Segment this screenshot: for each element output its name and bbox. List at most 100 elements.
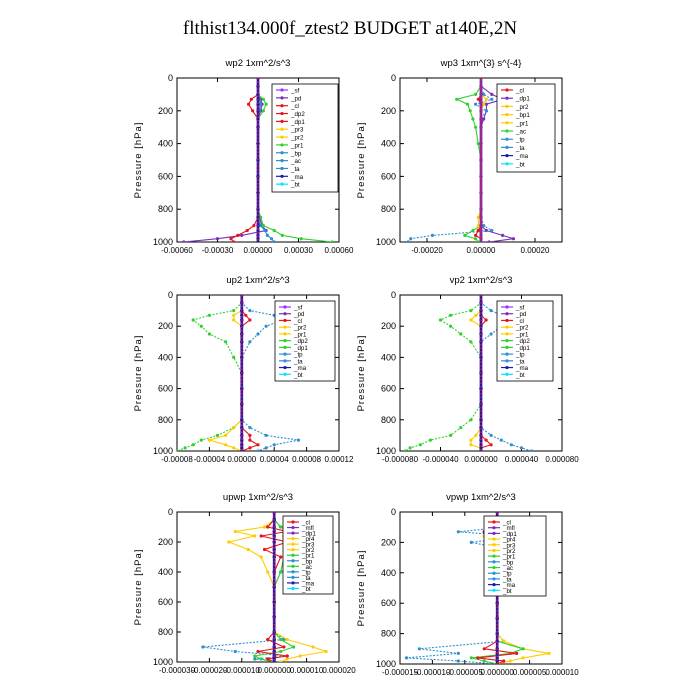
y-tick-label: 800 — [158, 204, 173, 214]
series-point-ac — [279, 570, 283, 574]
series-point-ma — [240, 313, 244, 317]
series-point-dp2 — [438, 318, 443, 322]
legend-label: _ma — [301, 580, 315, 587]
x-tick-label: 0.000010 — [290, 666, 324, 675]
legend-marker — [291, 581, 295, 585]
series-line-dp2 — [177, 295, 243, 451]
series-point-cl — [476, 656, 480, 660]
series-point-bt — [479, 240, 483, 242]
series-point-bp — [259, 224, 263, 228]
y-tick-label: 600 — [158, 171, 173, 181]
series-point-pr1 — [299, 237, 303, 241]
series-point-dp2 — [232, 309, 236, 313]
series-point-pr2 — [207, 438, 211, 442]
series-point-tp — [264, 446, 268, 450]
series-point-pr2 — [474, 313, 478, 317]
legend-label: _tp — [301, 569, 311, 576]
legend-label: _sf — [515, 305, 525, 312]
series-point-ma — [479, 438, 483, 442]
y-tick-label: 200 — [158, 321, 173, 331]
legend-label: _tp — [515, 352, 525, 359]
x-tick-label: 0.00000 — [467, 246, 496, 255]
x-tick-label: -0.00060 — [161, 246, 193, 255]
legend-label: _ac — [502, 565, 513, 572]
x-tick-label: 0.00000 — [227, 455, 256, 464]
series-point-cl — [229, 237, 233, 241]
legend-label: _pd — [290, 95, 302, 102]
series-point-pr2 — [262, 525, 267, 529]
series-point-pr2 — [232, 318, 236, 322]
series-point-bt — [479, 233, 483, 237]
series-point-ac — [463, 233, 467, 237]
legend-label: _tp — [502, 571, 512, 578]
series-point-dp1 — [484, 102, 488, 106]
legend-label: _pr2 — [502, 548, 516, 555]
series-point-tp — [490, 228, 494, 233]
legend-label: _pr2 — [293, 325, 307, 332]
legend-label: _cl — [515, 88, 524, 95]
legend-label: _dp2 — [293, 338, 308, 345]
series-line-pr2 — [207, 295, 243, 451]
legend-marker — [492, 531, 496, 535]
y-tick-label: 400 — [158, 567, 173, 577]
series-point-pr1 — [330, 240, 334, 242]
legend-label: _pr1 — [301, 553, 315, 560]
series-point-ac — [474, 125, 478, 129]
series-point-dp2 — [408, 446, 412, 450]
series-point-dp2 — [459, 426, 463, 430]
series-point-bt — [479, 92, 483, 96]
series-point-tp — [248, 309, 252, 313]
series-point-dp1 — [490, 92, 494, 96]
series-point-bt — [479, 102, 483, 106]
legend-marker — [280, 104, 284, 108]
legend-marker — [280, 166, 284, 171]
legend-label: _tp — [515, 137, 525, 144]
series-point-cl — [248, 318, 252, 322]
legend-label: _ta — [293, 358, 303, 365]
chart-panel-1: wp2 1xm^2/s^3 0 200 400 600 800 1000-0.00060 -0… — [133, 58, 354, 255]
series-point-bp — [259, 102, 263, 106]
legend-marker — [291, 542, 295, 546]
y-tick-label: 1000 — [153, 657, 173, 667]
legend-marker — [505, 129, 509, 133]
series-point-dp2 — [199, 438, 203, 442]
legend-marker — [505, 121, 509, 125]
x-tick-label: 0.00000 — [244, 246, 273, 255]
legend-label: _ac — [290, 158, 301, 165]
series-point-tp — [484, 109, 488, 113]
legend-label: _cl — [293, 318, 302, 325]
series-point-ac — [279, 637, 283, 642]
series-point-pr2 — [474, 433, 478, 437]
series-point-cl — [262, 547, 267, 552]
legend-label: _ta — [290, 166, 300, 173]
series-point-dp2 — [469, 340, 473, 344]
series-point-dp2 — [199, 324, 203, 328]
series-point-cl — [252, 224, 256, 228]
series-point-bp — [263, 228, 267, 233]
legend-marker — [291, 548, 295, 552]
legend-marker — [280, 127, 284, 131]
series-point-bp — [269, 237, 274, 241]
legend-marker — [291, 575, 295, 579]
legend-marker — [283, 365, 287, 370]
series-point-ma — [240, 309, 244, 313]
series-point-ma — [256, 191, 260, 195]
y-tick-label: 0 — [168, 290, 173, 300]
legend-marker — [505, 365, 509, 370]
series-point-ac — [455, 97, 459, 101]
legend-label: _bt — [293, 372, 303, 379]
series-point-ma — [479, 324, 483, 328]
series-point-ma — [240, 443, 244, 447]
legend-label: _ac — [301, 564, 312, 571]
y-tick-label: 600 — [381, 598, 396, 608]
x-tick-label: 0.000080 — [545, 455, 579, 464]
series-point-pr2 — [502, 639, 506, 643]
series-point-dp1 — [482, 117, 486, 121]
series-point-pr1 — [261, 97, 265, 101]
x-tick-label: -0.000020 — [191, 666, 228, 675]
series-point-pr2 — [232, 446, 236, 450]
x-tick-label: -0.000080 — [382, 455, 419, 464]
series-point-pr2 — [298, 654, 302, 658]
legend-label: _pr1 — [293, 331, 307, 338]
